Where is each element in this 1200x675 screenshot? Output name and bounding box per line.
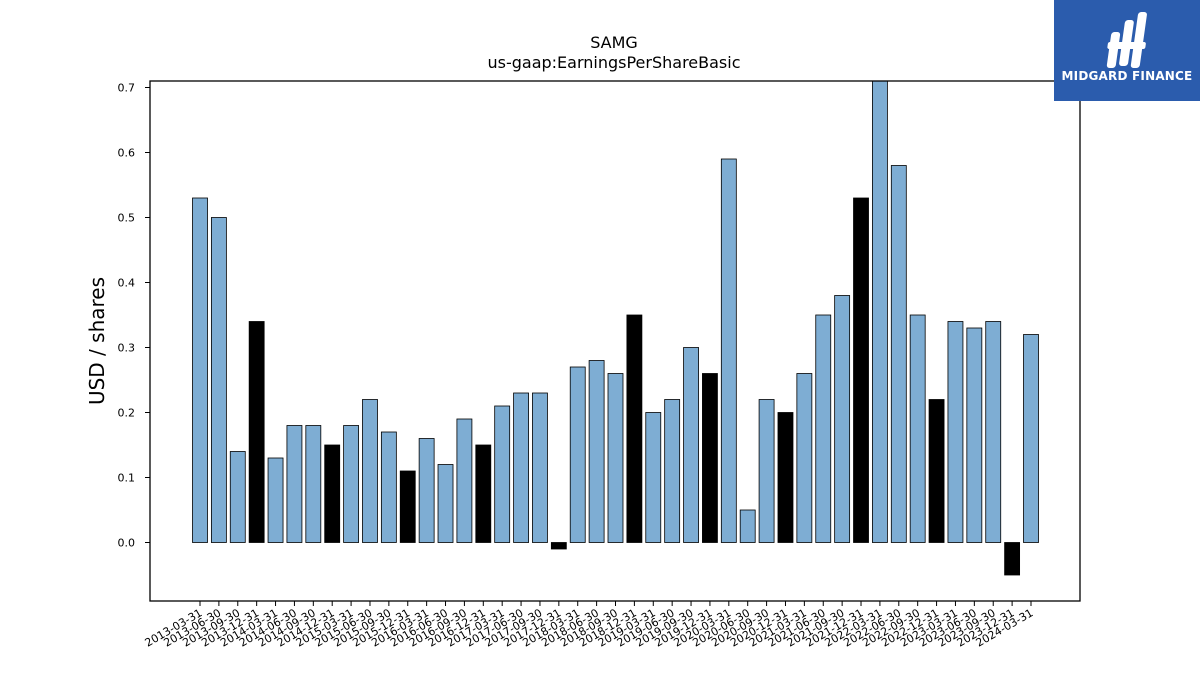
- chart-subtitle: us-gaap:EarningsPerShareBasic: [487, 53, 740, 72]
- bar-2013-12-31: [248, 321, 265, 543]
- bar-2019-09-30: [683, 347, 699, 543]
- bar-2019-03-31: [645, 412, 662, 543]
- bar-2021-12-31: [853, 197, 869, 543]
- brand-name: MIDGARD FINANCE: [1061, 69, 1193, 83]
- bar-2015-09-30: [380, 431, 397, 543]
- bar-2013-06-30: [210, 217, 227, 543]
- bar-2019-12-31: [702, 373, 718, 543]
- bars-group: [192, 81, 1039, 576]
- bar-2015-06-30: [362, 399, 378, 543]
- bar-2023-12-31: [1004, 542, 1021, 576]
- bar-2016-12-31: [475, 444, 492, 543]
- bar-2021-09-30: [834, 295, 851, 543]
- y-tick-label: 0.7: [118, 82, 136, 95]
- bar-2013-03-31: [192, 197, 208, 543]
- bar-2020-12-31: [777, 412, 794, 543]
- bar-2014-06-30: [286, 425, 303, 543]
- bar-2020-09-30: [758, 399, 775, 543]
- bar-2023-03-31: [947, 321, 964, 543]
- bar-2021-06-30: [815, 314, 832, 543]
- bar-2018-12-31: [626, 314, 643, 543]
- bar-2018-03-31: [569, 366, 586, 543]
- bar-2014-09-30: [305, 425, 322, 543]
- y-axis: 0.0 0.1 0.2 0.3 0.4 0.5 0.6 0.7: [118, 82, 150, 550]
- bar-2019-06-30: [664, 399, 681, 543]
- bar-2013-09-30: [229, 451, 246, 543]
- y-tick-label: 0.2: [118, 407, 136, 420]
- bar-2014-12-31: [324, 444, 341, 543]
- bar-2022-06-30: [890, 165, 907, 543]
- y-axis-label: USD / shares: [85, 277, 109, 405]
- bar-2018-06-30: [588, 360, 605, 543]
- brand-logo: MIDGARD FINANCE: [1054, 0, 1200, 101]
- bar-2016-06-30: [437, 464, 454, 543]
- bar-2015-12-31: [399, 470, 416, 543]
- bar-2017-12-31: [550, 542, 567, 550]
- bar-2017-06-30: [513, 392, 529, 543]
- bar-2020-06-30: [739, 509, 756, 543]
- bar-2022-12-31: [928, 399, 945, 543]
- bar-2014-03-31: [267, 457, 284, 543]
- bar-2016-09-30: [456, 418, 473, 543]
- x-axis: 2013-03-312013-06-302013-09-302013-12-31…: [143, 601, 1036, 650]
- y-tick-label: 0.4: [118, 277, 136, 290]
- bar-2021-03-31: [796, 373, 813, 543]
- bar-2016-03-31: [418, 438, 435, 543]
- y-tick-label: 0.5: [118, 212, 136, 225]
- midgard-logo-icon: [1106, 12, 1147, 68]
- bar-2015-03-31: [343, 425, 359, 543]
- y-tick-label: 0.6: [118, 147, 136, 160]
- y-tick-label: 0.3: [118, 342, 136, 355]
- bar-2024-03-31: [1023, 334, 1039, 543]
- y-tick-label: 0.1: [118, 472, 136, 485]
- bar-2023-06-30: [966, 327, 983, 543]
- bar-2018-09-30: [607, 373, 624, 543]
- bar-2022-09-30: [909, 314, 926, 543]
- bar-2017-09-30: [532, 392, 548, 543]
- bar-2017-03-31: [494, 405, 511, 543]
- bar-2023-09-30: [985, 321, 1002, 543]
- y-tick-label: 0.0: [118, 537, 136, 550]
- bar-2022-03-31: [872, 81, 888, 543]
- chart-title: SAMG: [590, 33, 638, 52]
- bar-2020-03-31: [720, 158, 737, 543]
